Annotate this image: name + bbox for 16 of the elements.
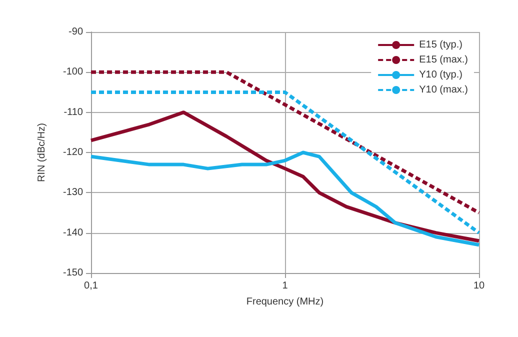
legend-label: Y10 (max.) xyxy=(419,84,468,96)
legend-label: Y10 (typ.) xyxy=(419,70,462,80)
y-tick-label: -120 xyxy=(62,147,84,158)
y-tick-label: -130 xyxy=(62,187,84,198)
y-tick-label: -100 xyxy=(62,66,84,78)
y-tick-label: -90 xyxy=(68,26,84,38)
x-tick-label: 0,1 xyxy=(84,280,98,292)
y-axis-title: RIN (dBc/Hz) xyxy=(36,123,48,182)
x-tick-label: 10 xyxy=(473,280,485,292)
y-tick-label: -110 xyxy=(64,106,84,118)
x-axis-title: Frequency (MHz) xyxy=(246,296,324,308)
legend-label: E15 (max.) xyxy=(419,54,468,66)
x-tick-label: 1 xyxy=(282,280,288,292)
legend-label: E15 (typ.) xyxy=(419,40,462,50)
y-tick-label: -150 xyxy=(62,268,84,278)
y-tick-label: -140 xyxy=(62,227,84,238)
